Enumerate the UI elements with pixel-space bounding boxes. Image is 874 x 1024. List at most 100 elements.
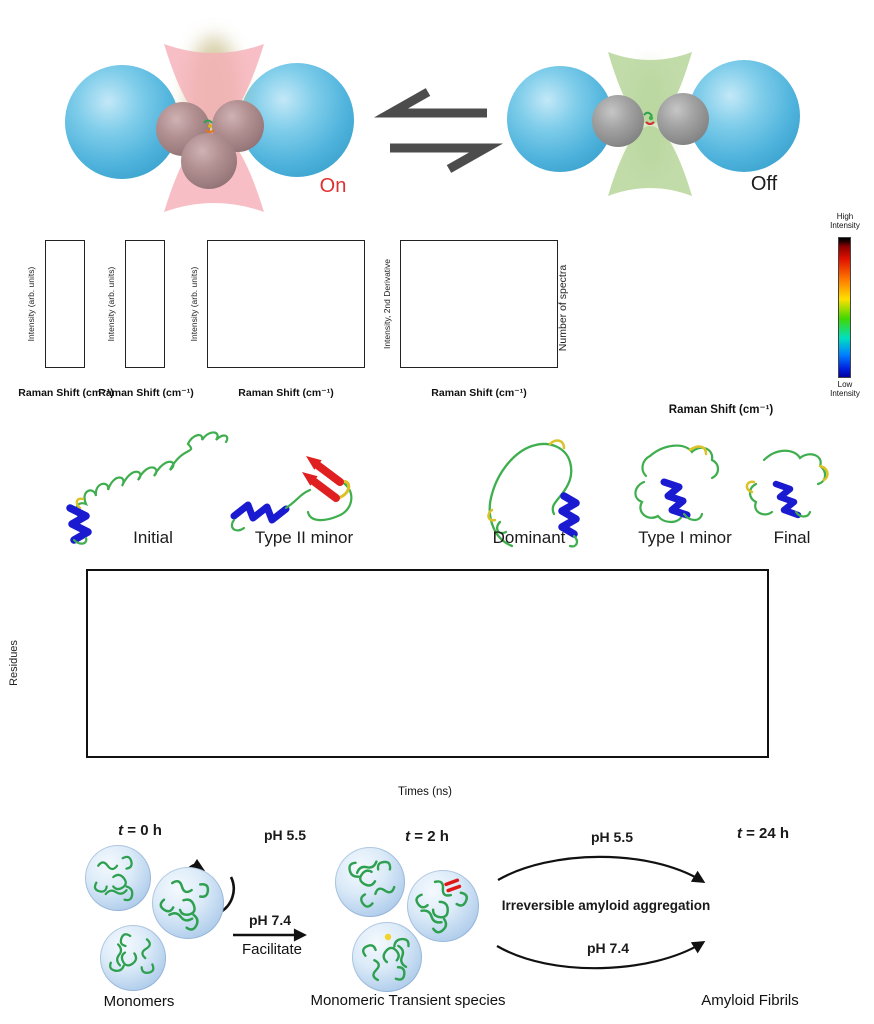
facilitate-label: Facilitate [241, 941, 303, 958]
heatmap-canvas [608, 230, 835, 387]
beta-strand [312, 460, 344, 486]
panel-0-ticklabels [45, 372, 85, 383]
spectra-panel-3 [400, 240, 558, 368]
gray-particle [657, 93, 709, 145]
structure-dominant [487, 439, 580, 548]
coil-path [284, 488, 312, 510]
structure-label-initial: Initial [133, 528, 173, 547]
colorbar-high-label2: Intensity [830, 221, 860, 230]
mid-arrow-ph-label: pH 7.4 [248, 912, 292, 928]
coil-path [306, 480, 353, 522]
irreversible-label: Irreversible amyloid aggregation [501, 898, 711, 913]
helix-ribbon [558, 492, 580, 538]
turn-path [745, 480, 756, 494]
helix-ribbon [66, 504, 92, 544]
gray-particle [592, 95, 644, 147]
coil-path [75, 431, 229, 522]
dssp-xtick-labels [88, 766, 763, 780]
turn-path [688, 445, 708, 456]
coil-path [648, 444, 720, 480]
ph55-aggregation-arrow [497, 855, 706, 884]
dssp-ylabel: Residues [8, 640, 20, 686]
colorbar-low-label: Low [837, 380, 853, 389]
monomer-droplet [85, 845, 151, 911]
structure-initial [66, 431, 229, 545]
transient-label: Monomeric Transient species [310, 992, 506, 1009]
panel-3-ticklabels [400, 372, 558, 383]
panel-3-xlabel: Raman Shift (cm⁻¹) [431, 387, 527, 399]
dssp-canvas [88, 571, 763, 756]
transient-droplet [335, 847, 405, 917]
turn-seed [384, 933, 392, 941]
colorbar-high-label: High [836, 212, 854, 221]
arc-bottom-ph-label: pH 7.4 [586, 940, 630, 956]
structure-label-type1: Type I minor [638, 528, 732, 547]
mini-protein [203, 119, 215, 133]
arc-top-ph-label: pH 5.5 [590, 829, 634, 845]
coil-path [230, 518, 246, 532]
monomers-label: Monomers [103, 993, 175, 1010]
equilibrium-arrows [373, 88, 504, 173]
coil-path [568, 534, 579, 548]
beta-arrowhead [306, 456, 322, 470]
panel-2-ylabel: Intensity (arb. units) [189, 266, 199, 342]
spectra-panel-2 [207, 240, 365, 368]
blue-bead [688, 60, 800, 172]
coil-path [682, 512, 704, 522]
structure-type2-minor [230, 456, 353, 532]
mini-protein [643, 111, 655, 125]
time-2h-label: t = 2 h [405, 828, 449, 845]
heatmap-ytick-labels [570, 230, 604, 387]
spectra-plot-1 [126, 241, 164, 367]
coil-path [794, 510, 812, 518]
panel-2-xlabel: Raman Shift (cm⁻¹) [238, 387, 334, 399]
time-24h-label: t = 24 h [736, 825, 790, 842]
helix-ribbon [660, 478, 691, 519]
panel-0-xlabel: Raman Shift (cm⁻¹) [18, 387, 114, 399]
panel-3-ylabel: Intensity, 2nd Derivative [382, 258, 392, 350]
optical-trap-illustration [65, 36, 800, 212]
ph74-aggregation-arrow [496, 940, 706, 970]
heatmap-ylabel: Number of spectra [557, 264, 569, 352]
blue-bead [507, 66, 613, 172]
coil-path [496, 520, 508, 535]
coil-path [762, 449, 827, 486]
panel-1-ticklabels [125, 372, 165, 383]
beta-seed [444, 878, 462, 893]
loop-ph-label: pH 5.5 [263, 827, 307, 843]
beta-strand [308, 476, 340, 502]
transient-droplet-beta [407, 870, 479, 942]
mauve-particle [181, 133, 237, 189]
turn-path [487, 508, 497, 522]
helix-ribbon [772, 480, 802, 519]
transient-droplet-turn [352, 922, 422, 992]
structure-type1-minor [634, 444, 720, 524]
structure-label-type2: Type II minor [254, 528, 354, 547]
monomer-droplet [100, 925, 166, 991]
spectra-plot-2 [208, 241, 364, 367]
panel-0-ylabel: Intensity (arb. units) [26, 266, 36, 342]
coil-path [634, 454, 684, 524]
heatmap-xlabel: Raman Shift (cm⁻¹) [668, 404, 774, 416]
amyloid-fibrils [700, 830, 850, 970]
colorbar [838, 237, 851, 378]
coil-path [72, 536, 88, 545]
panel-2-ticklabels [207, 372, 365, 383]
blue-bead [240, 63, 354, 177]
panel-1-xlabel: Raman Shift (cm⁻¹) [98, 387, 194, 399]
turn-path [548, 439, 566, 450]
dssp-xlabel: Times (ns) [398, 786, 452, 798]
dssp-plot [86, 569, 769, 758]
heatmap-xtick-labels [608, 390, 835, 401]
trap-off-label: Off [750, 173, 778, 195]
blue-bead [65, 65, 179, 179]
coil-path [748, 482, 774, 516]
panel-1-ylabel: Intensity (arb. units) [106, 266, 116, 342]
turn-path [75, 497, 85, 510]
structure-label-dominant: Dominant [492, 528, 566, 547]
spectra-panel-0 [45, 240, 85, 368]
fibrils-label: Amyloid Fibrils [701, 992, 799, 1009]
trap-on-label: On [319, 175, 347, 197]
spectra-plot-3 [401, 241, 557, 367]
